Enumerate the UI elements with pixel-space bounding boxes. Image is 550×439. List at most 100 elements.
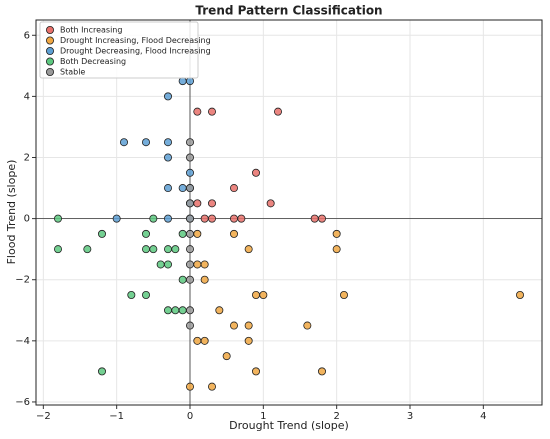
scatter-point <box>185 138 194 147</box>
scatter-point <box>178 275 187 284</box>
plot-frame <box>35 19 543 406</box>
scatter-point <box>251 367 260 376</box>
scatter-point <box>185 214 194 223</box>
scatter-point <box>185 77 194 86</box>
scatter-point <box>149 214 158 223</box>
scatter-point <box>193 260 202 269</box>
scatter-point <box>149 245 158 254</box>
x-tick-label: 3 <box>407 411 413 422</box>
scatter-point <box>229 184 238 193</box>
scatter-point <box>237 214 246 223</box>
scatter-point <box>185 199 194 208</box>
y-tick-label: 6 <box>24 30 30 41</box>
scatter-point <box>185 229 194 238</box>
scatter-point <box>229 214 238 223</box>
scatter-point <box>98 229 107 238</box>
scatter-point <box>251 168 260 177</box>
scatter-point <box>178 184 187 193</box>
scatter-point <box>193 199 202 208</box>
scatter-point <box>207 199 216 208</box>
scatter-point <box>163 184 172 193</box>
scatter-point <box>163 214 172 223</box>
scatter-point <box>163 138 172 147</box>
scatter-point <box>120 138 129 147</box>
scatter-point <box>141 229 150 238</box>
scatter-point <box>303 321 312 330</box>
scatter-point <box>141 138 150 147</box>
scatter-point <box>185 168 194 177</box>
scatter-point <box>244 336 253 345</box>
scatter-point <box>200 336 209 345</box>
scatter-point <box>83 245 92 254</box>
x-tick-label: −2 <box>36 411 51 422</box>
scatter-point <box>185 260 194 269</box>
scatter-point <box>163 92 172 101</box>
scatter-point <box>215 306 224 315</box>
scatter-point <box>332 245 341 254</box>
scatter-point <box>163 306 172 315</box>
scatter-point <box>171 245 180 254</box>
scatter-point <box>266 199 275 208</box>
scatter-point <box>200 260 209 269</box>
scatter-point <box>163 245 172 254</box>
scatter-point <box>244 245 253 254</box>
scatter-point <box>163 260 172 269</box>
scatter-point <box>222 352 231 361</box>
scatter-point <box>207 214 216 223</box>
scatter-point <box>516 290 525 299</box>
scatter-point <box>273 107 282 116</box>
scatter-point <box>178 77 187 86</box>
scatter-point <box>127 290 136 299</box>
legend-marker <box>46 25 55 34</box>
scatter-point <box>98 367 107 376</box>
scatter-point <box>171 306 180 315</box>
scatter-point <box>185 153 194 162</box>
scatter-point <box>229 321 238 330</box>
scatter-point <box>112 214 121 223</box>
legend-label: Drought Decreasing, Flood Increasing <box>60 47 211 56</box>
scatter-point <box>185 275 194 284</box>
scatter-point <box>193 107 202 116</box>
scatter-point <box>185 382 194 391</box>
scatter-point <box>259 290 268 299</box>
scatter-point <box>339 290 348 299</box>
y-tick-label: −6 <box>15 397 30 408</box>
legend-marker <box>46 68 55 77</box>
scatter-point <box>178 306 187 315</box>
scatter-point <box>185 184 194 193</box>
legend-label: Stable <box>60 68 85 77</box>
x-tick-label: 4 <box>480 411 486 422</box>
scatter-point <box>332 229 341 238</box>
x-tick-label: 1 <box>260 411 266 422</box>
x-tick-label: −1 <box>109 411 124 422</box>
legend-label: Both Decreasing <box>60 57 126 66</box>
legend-marker <box>46 57 55 66</box>
scatter-point <box>54 214 63 223</box>
scatter-point <box>244 321 253 330</box>
scatter-point <box>229 229 238 238</box>
y-tick-label: 0 <box>24 214 30 225</box>
scatter-point <box>185 321 194 330</box>
scatter-point <box>185 245 194 254</box>
scatter-point <box>54 245 63 254</box>
legend-marker <box>46 47 55 56</box>
scatter-point <box>185 306 194 315</box>
scatter-point <box>207 382 216 391</box>
legend-label: Both Increasing <box>60 26 122 35</box>
x-axis-label: Drought Trend (slope) <box>229 419 349 432</box>
legend-box <box>39 21 199 79</box>
y-tick-label: −4 <box>15 336 30 347</box>
scatter-point <box>200 275 209 284</box>
scatter-point <box>141 245 150 254</box>
legend-marker <box>46 36 55 45</box>
y-tick-label: 2 <box>24 153 30 164</box>
chart-title: Trend Pattern Classification <box>195 4 382 18</box>
scatter-point <box>178 229 187 238</box>
scatter-point <box>310 214 319 223</box>
scatter-point <box>193 229 202 238</box>
x-tick-label: 2 <box>333 411 339 422</box>
legend-label: Drought Increasing, Flood Decreasing <box>60 36 211 45</box>
y-tick-label: −2 <box>15 275 30 286</box>
scatter-point <box>317 214 326 223</box>
